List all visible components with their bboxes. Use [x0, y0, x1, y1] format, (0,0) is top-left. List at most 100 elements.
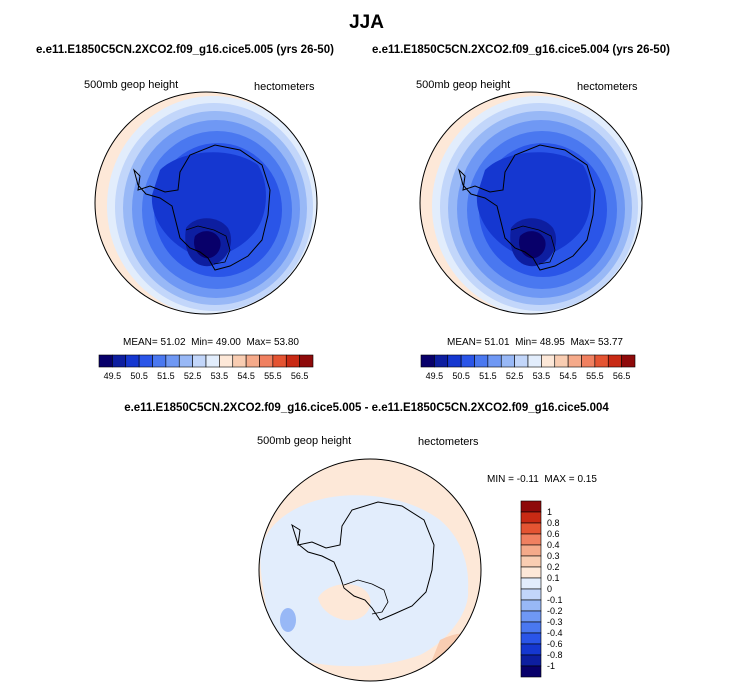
panel3-colorbar-swatch [520, 632, 542, 645]
panel1-colorbar-swatch [259, 354, 274, 368]
panel2-colorbar-swatch [567, 354, 582, 368]
panel2-colorbar-swatch [474, 354, 489, 368]
max-label: Max= [246, 337, 272, 348]
panel2-colorbar-swatch [420, 354, 435, 368]
panel3-colorbar-tick-label: 0.8 [547, 518, 560, 528]
mean-label: MEAN= [447, 337, 482, 348]
min-value: 49.00 [215, 337, 241, 348]
panel3-colorbar-tick-label: 0.1 [547, 573, 560, 583]
panel3-colorbar-tick-label: 0.6 [547, 529, 560, 539]
panel3-colorbar-swatch [520, 654, 542, 667]
panel1-colorbar-swatch [178, 354, 193, 368]
panel3-colorbar-tick-label: 0.2 [547, 562, 560, 572]
panel3-ice-shelf [343, 579, 389, 615]
panel2-colorbar-swatch [554, 354, 569, 368]
panel3-colorbar-tick-label: 0.4 [547, 540, 560, 550]
panel1-colorbar-swatch [299, 354, 314, 368]
min-label: Min= [515, 337, 538, 348]
panel2-colorbar-swatch [487, 354, 502, 368]
panel2-colorbar-tick-label: 49.5 [426, 371, 444, 381]
panel1-units-label: hectometers [254, 81, 315, 93]
panel3-colorbar-tick-label: 1 [547, 507, 552, 517]
panel3-coastline [291, 501, 435, 621]
panel3-negative-patch [280, 608, 296, 632]
panel3-colorbar-tick-label: -0.6 [547, 639, 563, 649]
panel3-colorbar-swatch [520, 555, 542, 568]
panel3-units-label: hectometers [418, 436, 479, 448]
panel3-negative-field [260, 495, 469, 667]
panel2-colorbar-swatch [607, 354, 622, 368]
panel3-colorbar-swatch [520, 621, 542, 634]
panel2-map [419, 91, 643, 315]
panel1-colorbar-tick-label: 54.5 [237, 371, 255, 381]
panel3-colorbar-swatch [520, 522, 542, 535]
panel1-variable-label: 500mb geop height [84, 79, 179, 91]
panel1-colorbar-tick-label: 55.5 [264, 371, 282, 381]
panel3-colorbar-tick-label: -0.3 [547, 617, 563, 627]
max-label: MAX = [544, 474, 575, 485]
panel3-variable-label: 500mb geop height [257, 435, 352, 447]
panel3-colorbar-tick-label: -1 [547, 661, 555, 671]
panel1-coastline [133, 144, 271, 271]
max-label: Max= [570, 337, 596, 348]
panel1-colorbar-tick-label: 51.5 [157, 371, 175, 381]
max-value: 0.15 [577, 474, 597, 485]
panel3-positive-patch [318, 584, 371, 621]
panel2-colorbar-tick-label: 52.5 [506, 371, 524, 381]
panel1-colorbar: 49.5 50.5 51.5 52.5 53.5 54.5 55.5 56.5 [98, 354, 314, 381]
panel3-colorbar-tick-label: -0.8 [547, 650, 563, 660]
panel3-colorbar-tick-label: -0.4 [547, 628, 563, 638]
panel1-min-core [194, 231, 221, 259]
panel2-colorbar-tick-label: 53.5 [533, 371, 551, 381]
min-value: 48.95 [539, 337, 565, 348]
panel2-colorbar-tick-label: 54.5 [559, 371, 577, 381]
panel3-map [258, 458, 482, 682]
panel2-colorbar-tick-label: 51.5 [479, 371, 497, 381]
panel2-contour-495 [476, 152, 591, 258]
panel2-colorbar-tick-label: 50.5 [452, 371, 470, 381]
panel2-colorbar-swatch [514, 354, 529, 368]
panel1-colorbar-swatch [98, 354, 113, 368]
panel1-colorbar-tick-label: 53.5 [211, 371, 229, 381]
panel3-colorbar-tick-label: 0 [547, 584, 552, 594]
panel2-colorbar-swatch [581, 354, 596, 368]
panel3-colorbar-swatch [520, 544, 542, 557]
panel3-colorbar-swatch [520, 610, 542, 623]
panel3-colorbar-tick-label: 0.3 [547, 551, 560, 561]
min-label: MIN = [487, 474, 514, 485]
mean-label: MEAN= [123, 337, 158, 348]
panel1-colorbar-swatch [192, 354, 207, 368]
panel1-colorbar-tick-label: 50.5 [130, 371, 148, 381]
panel2-colorbar-swatch [434, 354, 449, 368]
panel3-colorbar-swatch [520, 566, 542, 579]
panel2-colorbar-swatch [527, 354, 542, 368]
panel3-colorbar-swatch [520, 577, 542, 590]
panel2-colorbar-swatch [594, 354, 609, 368]
panel2-ice-shelf [510, 225, 556, 265]
panel3-colorbar: 10.80.60.40.30.20.10-0.1-0.2-0.3-0.4-0.6… [520, 500, 563, 678]
panel3-colorbar-tick-label: -0.1 [547, 595, 563, 605]
panel2-map-border [419, 91, 643, 315]
panel3-colorbar-swatch [520, 643, 542, 656]
panel3-colorbar-swatch [520, 588, 542, 601]
panel2-colorbar-tick-label: 56.5 [613, 371, 631, 381]
panel1-colorbar-swatch [112, 354, 127, 368]
max-value: 53.77 [597, 337, 623, 348]
panel1-colorbar-tick-label: 56.5 [291, 371, 309, 381]
panel2-colorbar-swatch [541, 354, 556, 368]
panel2-stats: MEAN= 51.01 Min= 48.95 Max= 53.77 [447, 337, 623, 348]
panel1-colorbar-swatch [245, 354, 260, 368]
panel1-colorbar-swatch [138, 354, 153, 368]
panel1-map [94, 91, 318, 315]
panel2-variable-label: 500mb geop height [416, 79, 511, 91]
panel1-colorbar-swatch [285, 354, 300, 368]
panel3-map-border [258, 458, 482, 682]
panel1-colorbar-swatch [272, 354, 287, 368]
panel2-colorbar-swatch [460, 354, 475, 368]
panel1-colorbar-tick-label: 49.5 [104, 371, 122, 381]
panel2-units-label: hectometers [577, 81, 638, 93]
panel1-ice-shelf [185, 225, 231, 265]
panel1-colorbar-tick-label: 52.5 [184, 371, 202, 381]
panel3-colorbar-swatch [520, 533, 542, 546]
panel1-colorbar-swatch [205, 354, 220, 368]
